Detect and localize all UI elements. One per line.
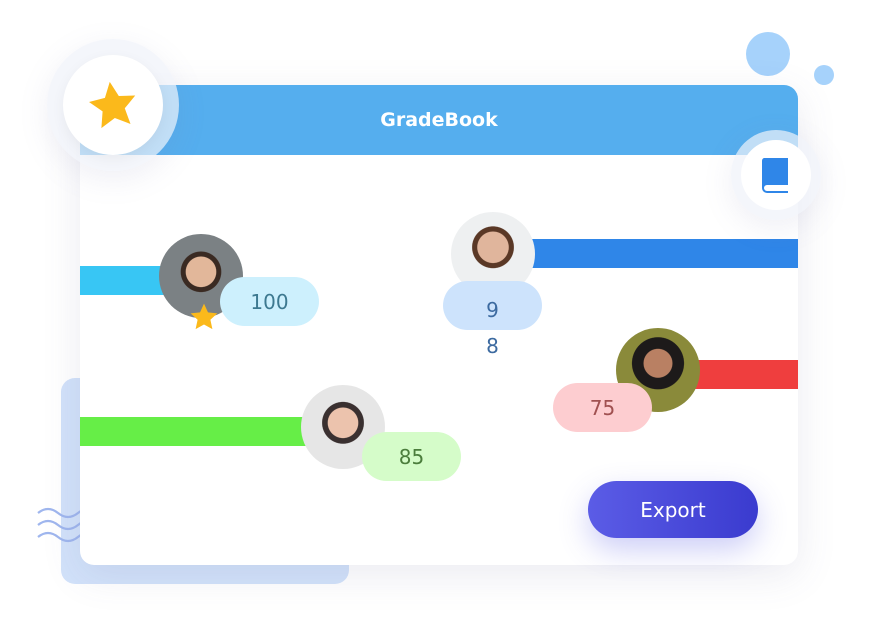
score-pill: 98: [443, 281, 542, 358]
star-icon: [89, 81, 136, 129]
score-bar: [690, 360, 798, 389]
export-button[interactable]: Export: [588, 481, 758, 538]
star-badge: [47, 39, 179, 171]
score-bar: [80, 417, 310, 446]
app-title: GradeBook: [380, 109, 498, 131]
decor-bubble-large: [746, 32, 790, 76]
star-icon: [190, 303, 218, 330]
book-badge: [731, 130, 821, 220]
score-bar: [525, 239, 798, 268]
book-icon: [761, 158, 788, 193]
header-bar: GradeBook: [80, 85, 798, 155]
score-pill: 75: [553, 383, 652, 432]
score-bar: [80, 266, 170, 295]
score-pill: 100: [220, 277, 319, 326]
decor-bubble-small: [814, 65, 834, 85]
score-pill: 85: [362, 432, 461, 481]
